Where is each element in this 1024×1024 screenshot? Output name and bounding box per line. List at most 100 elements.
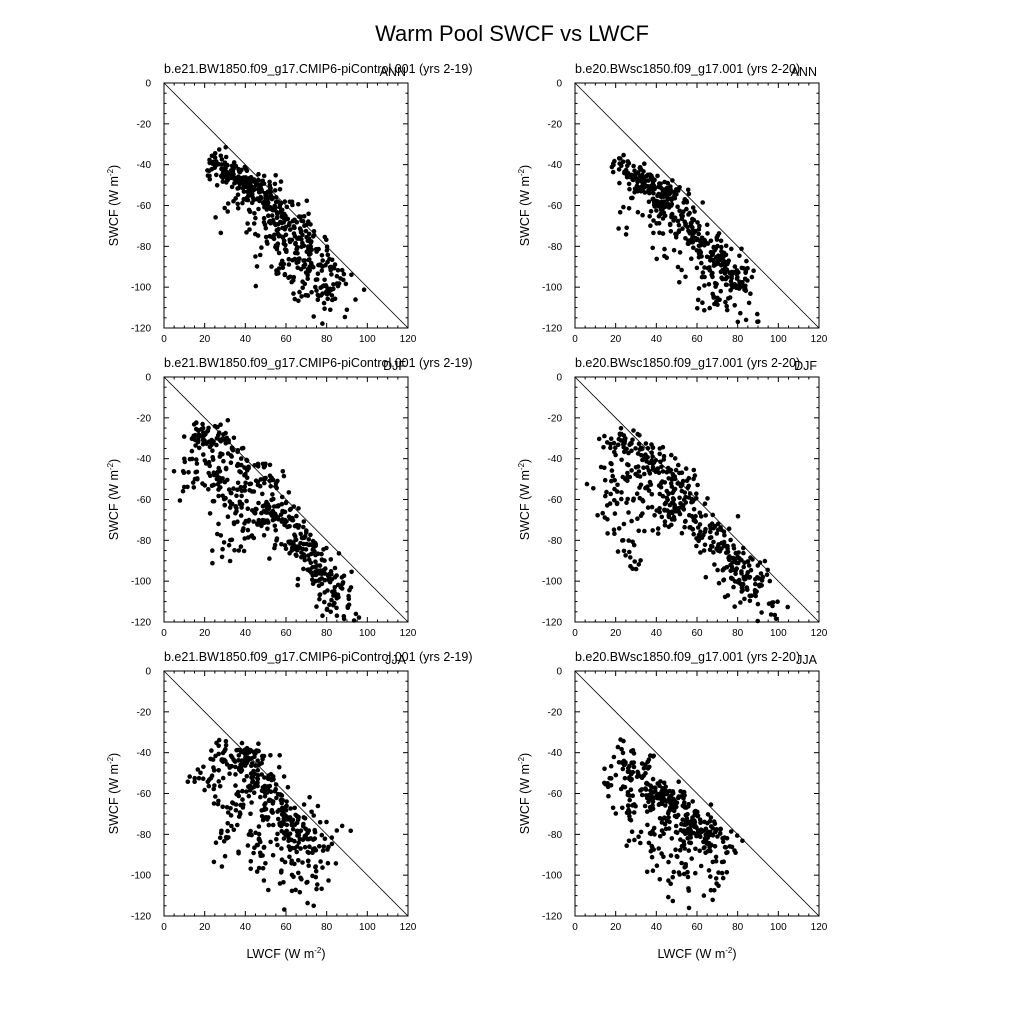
data-point — [266, 822, 272, 828]
data-point — [241, 762, 246, 767]
data-point — [298, 846, 303, 851]
data-point — [263, 194, 269, 200]
data-point — [244, 230, 249, 235]
data-point — [733, 571, 738, 577]
data-point — [239, 758, 245, 764]
data-point — [309, 239, 314, 244]
y-tick-label: -120 — [131, 912, 151, 923]
y-axis-title: SWCF (W m-2) — [517, 165, 532, 246]
data-point — [274, 538, 279, 543]
data-point — [715, 302, 720, 308]
data-point — [208, 775, 214, 781]
data-point — [315, 271, 321, 277]
data-point — [697, 817, 703, 822]
data-point — [311, 813, 317, 818]
data-point — [223, 154, 229, 160]
data-point — [259, 760, 265, 766]
data-point — [276, 807, 282, 813]
data-point — [764, 572, 770, 577]
data-point — [295, 576, 301, 582]
data-point — [638, 558, 643, 563]
data-point — [272, 523, 278, 529]
data-point — [655, 531, 661, 536]
data-point — [240, 788, 245, 794]
data-point — [328, 557, 334, 562]
data-point — [322, 277, 327, 283]
data-point — [666, 859, 671, 865]
data-point — [341, 277, 346, 283]
data-point — [649, 450, 654, 455]
data-point — [287, 507, 293, 513]
data-point — [238, 544, 244, 549]
data-point — [722, 532, 727, 538]
data-point — [292, 805, 298, 811]
data-point — [267, 234, 273, 239]
data-point — [701, 548, 707, 553]
data-point — [306, 231, 312, 237]
data-point — [647, 214, 652, 219]
data-point — [627, 474, 633, 480]
data-point — [318, 859, 323, 864]
data-point — [263, 226, 269, 231]
data-point — [655, 193, 660, 199]
data-point — [274, 271, 279, 277]
data-point — [280, 265, 286, 271]
data-point — [702, 845, 707, 850]
data-point — [306, 863, 312, 868]
data-point — [267, 473, 273, 479]
data-point — [696, 537, 702, 542]
data-point — [658, 480, 664, 486]
data-point — [323, 283, 329, 288]
data-point — [743, 317, 749, 323]
data-point — [247, 227, 252, 232]
data-point — [719, 244, 724, 250]
data-point — [229, 755, 235, 760]
data-point — [317, 844, 322, 849]
data-point — [334, 596, 340, 601]
data-point — [635, 431, 640, 437]
data-point — [299, 877, 304, 882]
data-point — [619, 490, 624, 495]
data-point — [313, 874, 319, 880]
data-point — [661, 854, 666, 860]
data-point — [591, 486, 596, 491]
data-point — [696, 251, 702, 256]
data-point — [244, 457, 249, 463]
data-point — [201, 452, 206, 457]
data-point — [609, 468, 615, 473]
data-point — [298, 540, 303, 546]
data-point — [741, 564, 746, 570]
data-point — [287, 274, 293, 280]
data-point — [639, 761, 645, 766]
y-tick-label: -120 — [131, 324, 151, 335]
data-point — [746, 300, 752, 306]
data-point — [670, 790, 676, 796]
data-point — [642, 803, 648, 809]
data-point — [738, 557, 743, 563]
data-point — [709, 521, 715, 526]
data-point — [361, 287, 367, 293]
data-point — [253, 254, 258, 259]
data-point — [331, 282, 336, 287]
data-point — [718, 269, 724, 275]
data-point — [626, 450, 631, 456]
data-point — [710, 897, 715, 903]
data-point — [236, 851, 241, 856]
data-point — [702, 819, 707, 825]
data-point — [254, 869, 260, 874]
data-point — [235, 448, 241, 453]
data-point — [710, 512, 715, 518]
data-point — [295, 544, 301, 549]
data-point — [321, 300, 327, 306]
data-point — [294, 849, 300, 855]
data-point — [196, 775, 202, 781]
data-point — [245, 197, 251, 203]
x-tick-label: 80 — [321, 922, 333, 933]
data-point — [329, 597, 334, 603]
y-tick-label: -20 — [548, 119, 563, 130]
data-point — [715, 834, 720, 839]
data-point — [275, 222, 281, 227]
data-point — [762, 558, 768, 564]
data-point — [309, 290, 314, 295]
data-point — [206, 459, 212, 465]
